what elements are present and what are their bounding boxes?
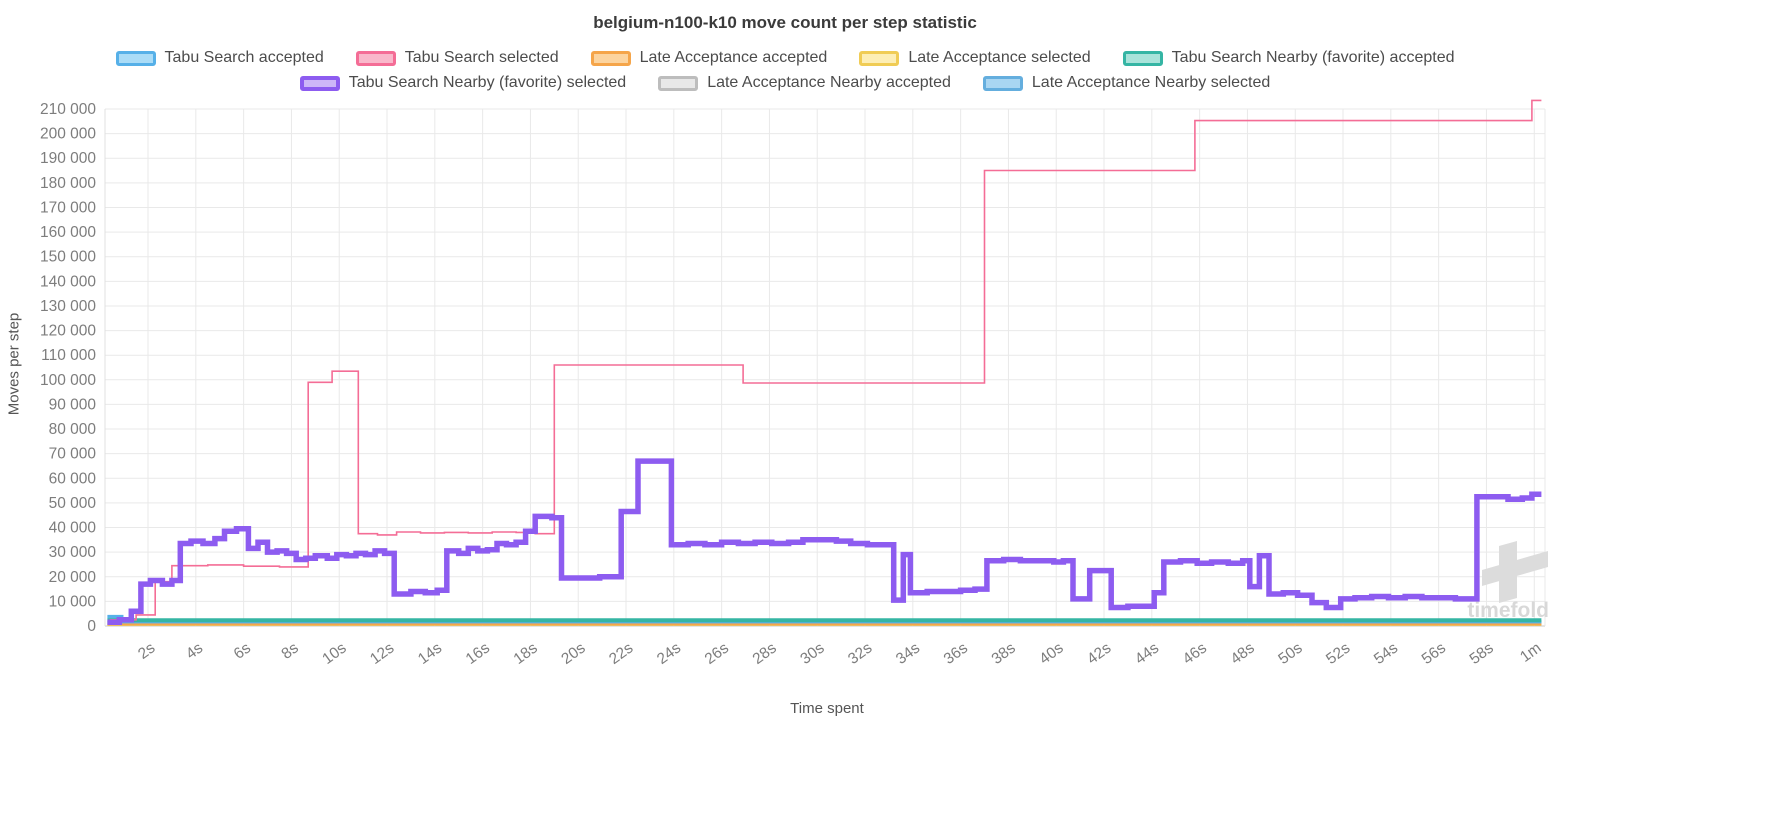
- legend-label: Tabu Search Nearby (favorite) accepted: [1171, 49, 1455, 66]
- legend-swatch-tabu-search-nearby-favorite-accepted: [1122, 50, 1163, 66]
- legend-item-tabu-search-nearby-favorite-selected[interactable]: Tabu Search Nearby (favorite) selected: [299, 74, 627, 92]
- svg-text:110 000: 110 000: [41, 347, 96, 364]
- x-axis-labels: 2s 4s 6s 8s 10s 12s 14s 16s 18s 20s 22s 24s 26s 28s 30…: [135, 639, 1544, 668]
- svg-text:170 000: 170 000: [40, 199, 96, 216]
- legend-label: Late Acceptance accepted: [639, 49, 828, 66]
- svg-text:4s: 4s: [183, 639, 206, 663]
- legend-swatch-late-acceptance-nearby-selected: [982, 75, 1023, 91]
- svg-text:26s: 26s: [702, 639, 732, 668]
- svg-text:54s: 54s: [1371, 639, 1401, 668]
- chart-canvas: 0 10 000 20 000 30 000 40 000 50 000 60 000 70 …: [40, 99, 1549, 668]
- svg-text:46s: 46s: [1180, 639, 1210, 668]
- svg-text:40s: 40s: [1036, 639, 1066, 668]
- svg-text:90 000: 90 000: [49, 396, 97, 413]
- svg-text:12s: 12s: [367, 639, 397, 668]
- legend-item-late-acceptance-accepted[interactable]: Late Acceptance accepted: [590, 49, 828, 67]
- legend-item-tabu-search-nearby-favorite-accepted[interactable]: Tabu Search Nearby (favorite) accepted: [1122, 49, 1455, 67]
- svg-text:56s: 56s: [1419, 639, 1449, 668]
- series-line-tabu-search-selected: [109, 99, 1542, 621]
- svg-text:1m: 1m: [1517, 639, 1544, 665]
- svg-text:180 000: 180 000: [40, 175, 96, 192]
- svg-text:160 000: 160 000: [40, 224, 96, 241]
- svg-text:34s: 34s: [893, 639, 923, 668]
- svg-text:0: 0: [87, 618, 96, 635]
- legend-item-late-acceptance-nearby-accepted[interactable]: Late Acceptance Nearby accepted: [658, 74, 951, 92]
- legend-swatch-tabu-search-nearby-favorite-selected: [299, 75, 340, 91]
- chart-legend: Tabu Search accepted Tabu Search selected…: [0, 49, 1570, 92]
- legend-swatch-late-acceptance-nearby-accepted: [658, 75, 699, 91]
- svg-text:210 000: 210 000: [40, 101, 96, 118]
- svg-text:50 000: 50 000: [49, 495, 97, 512]
- svg-text:36s: 36s: [941, 639, 971, 668]
- series-line-tabu-search-nearby-favorite-selected: [107, 458, 1542, 626]
- chart-title: belgium-n100-k10 move count per step sta…: [593, 13, 977, 32]
- svg-text:32s: 32s: [845, 639, 875, 668]
- svg-text:24s: 24s: [654, 639, 684, 668]
- chart-area: Moves per step 0 10 000 20 000 30 000 40 000…: [0, 96, 1570, 700]
- legend-swatch-late-acceptance-accepted: [590, 50, 631, 66]
- legend-row-1: Tabu Search accepted Tabu Search selected…: [0, 49, 1570, 67]
- svg-text:58s: 58s: [1467, 639, 1497, 668]
- svg-text:20s: 20s: [558, 639, 588, 668]
- legend-row-2: Tabu Search Nearby (favorite) selected La…: [0, 74, 1570, 92]
- svg-text:22s: 22s: [606, 639, 636, 668]
- svg-text:10 000: 10 000: [49, 593, 97, 610]
- legend-label: Late Acceptance selected: [908, 49, 1091, 66]
- svg-text:50s: 50s: [1275, 639, 1305, 668]
- svg-text:190 000: 190 000: [40, 150, 96, 167]
- svg-text:130 000: 130 000: [40, 298, 96, 315]
- timefold-logo-icon: [1499, 541, 1517, 603]
- legend-item-tabu-search-selected[interactable]: Tabu Search selected: [355, 49, 559, 67]
- svg-text:200 000: 200 000: [40, 126, 96, 143]
- legend-label: Tabu Search selected: [404, 49, 559, 66]
- svg-text:120 000: 120 000: [40, 323, 96, 340]
- svg-text:70 000: 70 000: [49, 446, 97, 463]
- legend-item-late-acceptance-nearby-selected[interactable]: Late Acceptance Nearby selected: [982, 74, 1271, 92]
- svg-text:44s: 44s: [1132, 639, 1162, 668]
- legend-swatch-tabu-search-selected: [355, 50, 396, 66]
- svg-text:28s: 28s: [750, 639, 780, 668]
- svg-text:2s: 2s: [135, 639, 158, 663]
- svg-text:60 000: 60 000: [49, 470, 97, 487]
- svg-text:150 000: 150 000: [40, 249, 96, 266]
- timefold-watermark: timefold: [1467, 541, 1549, 622]
- legend-item-late-acceptance-selected[interactable]: Late Acceptance selected: [859, 49, 1091, 67]
- legend-label: Late Acceptance Nearby selected: [1031, 74, 1271, 91]
- svg-text:100 000: 100 000: [40, 372, 96, 389]
- svg-text:timefold: timefold: [1467, 599, 1549, 622]
- svg-text:8s: 8s: [279, 639, 302, 663]
- svg-text:6s: 6s: [231, 639, 254, 663]
- svg-text:140 000: 140 000: [40, 273, 96, 290]
- legend-swatch-late-acceptance-selected: [859, 50, 900, 66]
- svg-text:48s: 48s: [1228, 639, 1258, 668]
- y-axis-labels: 0 10 000 20 000 30 000 40 000 50 000 60 000 70 …: [40, 101, 96, 635]
- legend-item-tabu-search-accepted[interactable]: Tabu Search accepted: [115, 49, 324, 67]
- grid: [104, 108, 1546, 627]
- svg-text:30s: 30s: [797, 639, 827, 668]
- svg-text:14s: 14s: [415, 639, 445, 668]
- legend-label: Late Acceptance Nearby accepted: [707, 74, 951, 91]
- svg-text:42s: 42s: [1084, 639, 1114, 668]
- svg-text:52s: 52s: [1323, 639, 1353, 668]
- svg-text:16s: 16s: [463, 639, 493, 668]
- y-axis-title: Moves per step: [5, 312, 23, 416]
- benchmark-chart-page: belgium-n100-k10 move count per step sta…: [0, 13, 1570, 717]
- legend-label: Tabu Search Nearby (favorite) selected: [348, 74, 627, 91]
- svg-text:20 000: 20 000: [49, 569, 97, 586]
- svg-text:30 000: 30 000: [49, 544, 97, 561]
- svg-text:10s: 10s: [319, 639, 349, 668]
- svg-text:38s: 38s: [989, 639, 1019, 668]
- legend-swatch-tabu-search-accepted: [115, 50, 156, 66]
- svg-text:18s: 18s: [511, 639, 541, 668]
- svg-text:40 000: 40 000: [49, 520, 97, 537]
- svg-text:80 000: 80 000: [49, 421, 97, 438]
- legend-label: Tabu Search accepted: [164, 49, 324, 66]
- x-axis-title: Time spent: [790, 700, 864, 717]
